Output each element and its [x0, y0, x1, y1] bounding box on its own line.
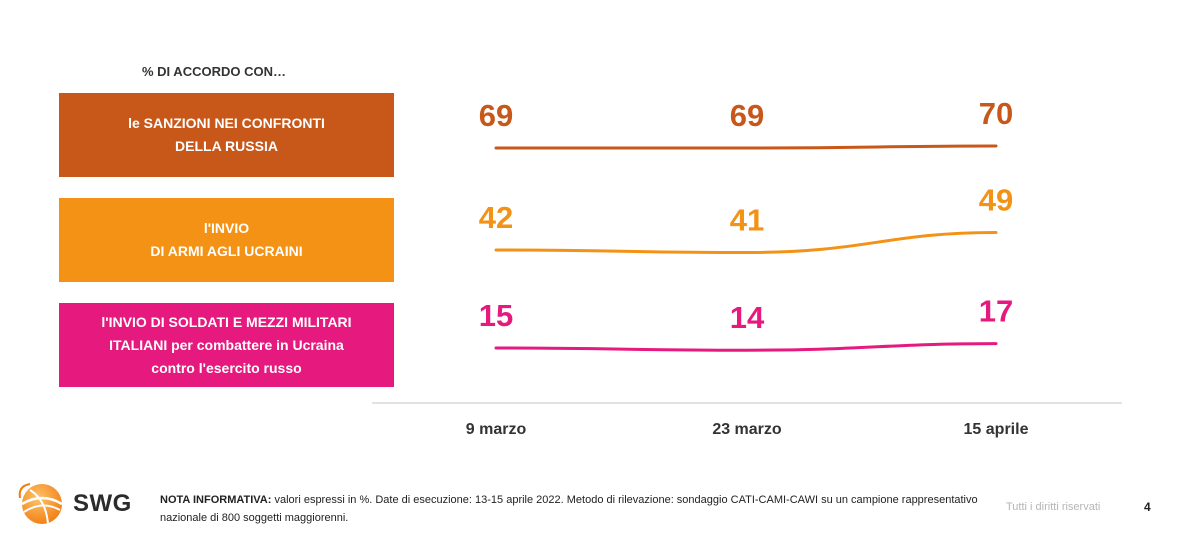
- series-line-3: [494, 342, 998, 352]
- swg-globe-logo-icon: [18, 483, 63, 525]
- rights-text: Tutti i diritti riservati: [1006, 501, 1101, 513]
- data-label: 14: [730, 300, 765, 335]
- data-label: 42: [479, 200, 513, 235]
- note-label: NOTA INFORMATIVA:: [160, 494, 272, 506]
- series-label-text: l'INVIO DI ARMI AGLI UCRAINI: [150, 220, 303, 259]
- series-line-2: [494, 231, 998, 255]
- series-label-armi: l'INVIO DI ARMI AGLI UCRAINI: [59, 198, 394, 282]
- chart-heading: % DI ACCORDO CON…: [142, 64, 286, 79]
- series-label-text: le SANZIONI NEI CONFRONTI DELLA RUSSIA: [128, 115, 325, 154]
- x-tick-label: 23 marzo: [712, 421, 782, 438]
- series-label-sanzioni: le SANZIONI NEI CONFRONTI DELLA RUSSIA: [59, 93, 394, 177]
- x-tick-label: 15 aprile: [964, 421, 1029, 438]
- data-label: 17: [979, 294, 1013, 329]
- data-label: 15: [479, 298, 513, 333]
- data-label: 69: [479, 98, 513, 133]
- note-text: valori espressi in %. Date di esecuzione…: [160, 494, 978, 524]
- data-label: 49: [979, 183, 1013, 218]
- series-label-text: l'INVIO DI SOLDATI E MEZZI MILITARI ITAL…: [101, 313, 352, 376]
- series-line-1: [494, 144, 998, 150]
- page-number: 4: [1144, 500, 1151, 514]
- data-label: 41: [730, 203, 764, 238]
- methodology-note: NOTA INFORMATIVA: valori espressi in %. …: [160, 491, 990, 527]
- data-label: 70: [979, 96, 1013, 131]
- x-tick-label: 9 marzo: [466, 421, 527, 438]
- data-label: 69: [730, 98, 764, 133]
- series-label-soldati: l'INVIO DI SOLDATI E MEZZI MILITARI ITAL…: [59, 303, 394, 387]
- swg-logo-text: SWG: [73, 490, 132, 517]
